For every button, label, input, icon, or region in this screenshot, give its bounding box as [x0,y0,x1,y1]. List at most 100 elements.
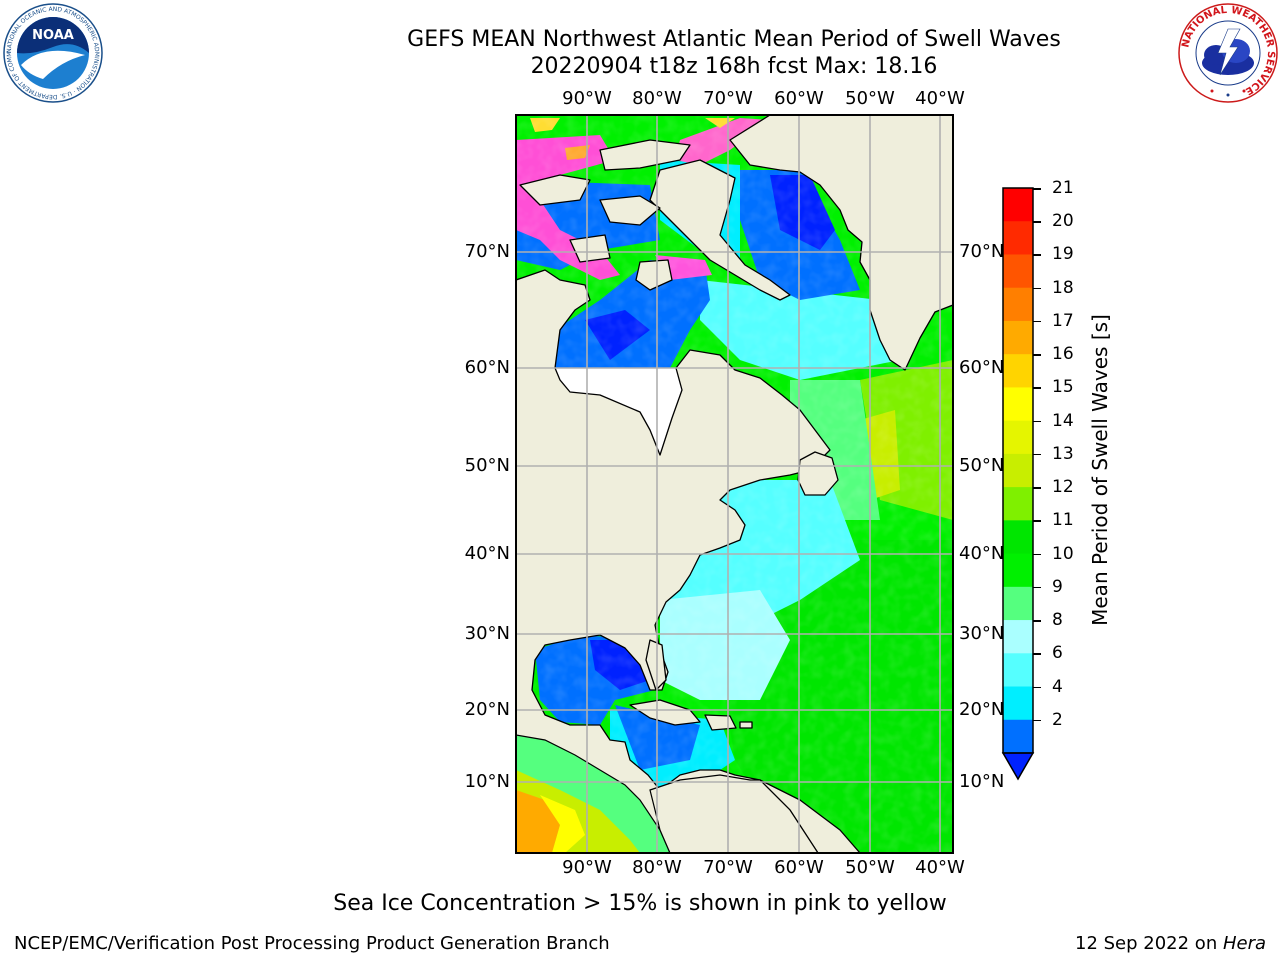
colorbar-under-arrow [1001,752,1035,781]
lon-label-bottom: 70°W [703,857,753,878]
colorbar-tick-label: 8 [1052,610,1063,631]
colorbar-tick-label: 18 [1052,277,1074,298]
footer-credit: NCEP/EMC/Verification Post Processing Pr… [14,933,610,954]
colorbar-bin [1003,287,1033,322]
colorbar-bin [1003,719,1033,754]
colorbar-tick-label: 14 [1052,410,1074,431]
colorbar-tick-mark [1033,719,1041,722]
colorbar-tick-mark [1033,287,1041,290]
land-puerto-rico [739,721,753,729]
colorbar-tick-mark [1033,221,1041,223]
colorbar-bin [1003,520,1033,555]
colorbar-bin [1003,586,1033,621]
land-arctic-islands-2 [519,174,591,206]
lat-label-right: 10°N [959,771,1005,792]
colorbar-tick-label: 12 [1052,477,1074,498]
lat-label-left: 40°N [464,543,510,564]
colorbar-tick-mark [1033,520,1041,522]
lat-label-left: 10°N [464,771,510,792]
colorbar-bin [1003,254,1033,289]
lat-label-left: 50°N [464,455,510,476]
chart-title: GEFS MEAN Northwest Atlantic Mean Period… [407,27,1061,52]
footer-host: Hera [1222,933,1266,954]
footer-date: 12 Sep 2022 on Hera [1075,933,1266,954]
colorbar-tick-mark [1033,420,1041,423]
colorbar-tick-label: 17 [1052,310,1074,331]
colorbar-bin [1003,188,1033,222]
lat-label-right: 70°N [959,241,1005,262]
map-frame [515,114,954,854]
land-north-america [516,269,831,853]
colorbar-bin [1003,320,1033,355]
lon-label-top: 50°W [845,88,895,109]
lat-label-right: 20°N [959,699,1005,720]
colorbar-tick-label: 13 [1052,443,1074,464]
colorbar-tick-label: 2 [1052,709,1063,730]
colorbar-bin [1003,387,1033,422]
colorbar-tick-mark [1033,354,1041,356]
colorbar-bin [1003,420,1033,455]
swell-region-pacific-orange [516,790,560,853]
colorbar-tick-mark [1033,553,1041,556]
lon-label-bottom: 60°W [774,857,824,878]
colorbar-tick-label: 4 [1052,676,1063,697]
colorbar-tick-mark [1033,487,1041,489]
colorbar-tick-mark [1033,620,1041,622]
lat-label-left: 60°N [464,357,510,378]
colorbar-tick-label: 15 [1052,377,1074,398]
colorbar-tick-label: 10 [1052,543,1074,564]
lat-label-left: 20°N [464,699,510,720]
lon-label-bottom: 80°W [632,857,682,878]
colorbar-tick-mark [1033,320,1041,323]
colorbar-tick-label: 16 [1052,344,1074,365]
colorbar-bin [1003,686,1033,721]
sea-ice-caption: Sea Ice Concentration > 15% is shown in … [333,891,947,916]
lat-label-right: 40°N [959,543,1005,564]
colorbar-tick-mark [1033,586,1041,589]
lon-label-top: 90°W [562,88,612,109]
colorbar-svg [1001,187,1035,781]
land-southampton [635,259,673,291]
colorbar-tick-mark [1033,188,1041,190]
lon-label-top: 80°W [632,88,682,109]
land-florida [645,639,667,691]
colorbar-bin [1003,354,1033,388]
lon-label-top: 70°W [703,88,753,109]
colorbar-frame [1002,187,1034,754]
lat-label-right: 30°N [959,623,1005,644]
colorbar-bin [1003,653,1033,688]
lon-label-bottom: 50°W [845,857,895,878]
lon-label-bottom: 90°W [562,857,612,878]
colorbar-bin [1003,620,1033,654]
land-cuba [629,699,701,726]
colorbar-tick-label: 6 [1052,643,1063,664]
chart-subtitle: 20220904 t18z 168h fcst Max: 18.16 [530,54,938,79]
colorbar-bin [1003,553,1033,588]
colorbar-tick-mark [1033,686,1041,689]
colorbar-bin [1003,487,1033,521]
colorbar-tick-label: 19 [1052,244,1074,265]
lon-label-top: 60°W [774,88,824,109]
colorbar-tick-label: 11 [1052,510,1074,531]
colorbar-bin [1003,221,1033,255]
colorbar-tick-label: 20 [1052,211,1074,232]
land-arctic-islands-3 [599,195,661,226]
lon-label-top: 40°W [915,88,965,109]
lat-label-right: 60°N [959,357,1005,378]
grid-lines [516,115,953,853]
noaa-logo: NATIONAL OCEANIC AND ATMOSPHERIC ADMINIS… [1,0,103,103]
lat-label-left: 30°N [464,623,510,644]
colorbar-bin [1003,453,1033,488]
colorbar-tick-mark [1033,254,1041,256]
nws-logo: NATIONAL WEATHER SERVICE [1178,3,1278,103]
colorbar-tick-label: 21 [1052,178,1074,198]
land-south-america [649,774,819,853]
colorbar [1000,185,1040,785]
land-arctic-islands-1 [599,139,691,171]
swell-region-pacific-yellow [540,795,585,853]
lat-label-right: 50°N [959,455,1005,476]
colorbar-label: Mean Period of Swell Waves [s] [1088,314,1112,626]
colorbar-tick-mark [1033,453,1041,456]
